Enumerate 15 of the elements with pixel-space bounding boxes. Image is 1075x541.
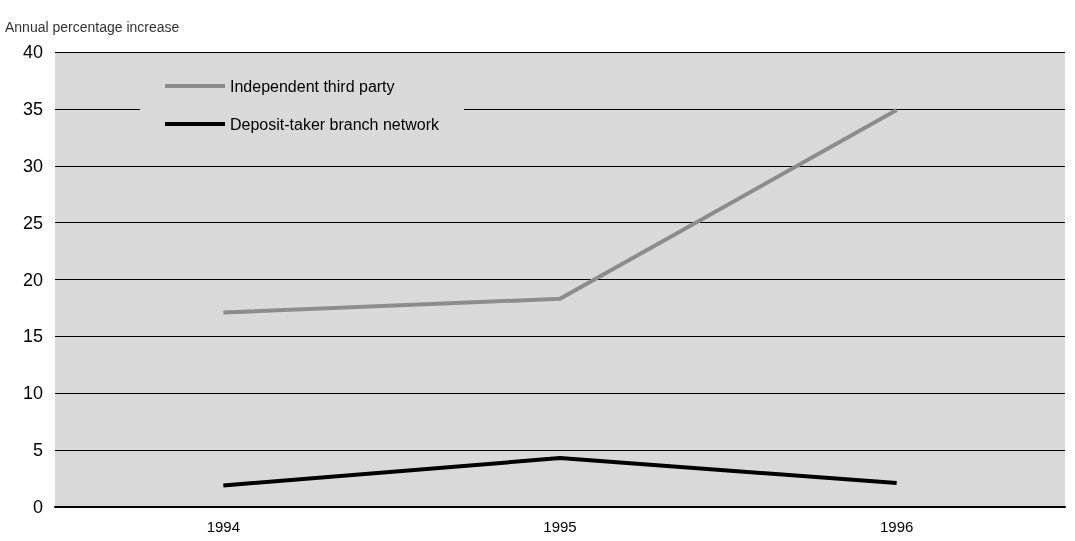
x-tick-label: 1996 — [879, 518, 914, 535]
y-tick-label: 25 — [22, 212, 43, 233]
y-axis-title: Annual percentage increase — [5, 19, 180, 35]
legend-label: Deposit-taker branch network — [230, 115, 440, 133]
x-tick-label: 1995 — [543, 518, 577, 535]
y-tick-label: 15 — [22, 326, 43, 347]
y-tick-label: 30 — [22, 155, 43, 176]
y-tick-label: 35 — [22, 98, 43, 119]
y-tick-label: 10 — [22, 383, 43, 404]
x-tick-label: 1994 — [206, 518, 241, 535]
y-tick-label: 20 — [22, 269, 43, 290]
y-tick-label: 0 — [32, 497, 43, 517]
y-tick-label: 5 — [32, 440, 43, 461]
legend-label: Independent third party — [230, 77, 395, 95]
y-tick-label: 40 — [22, 42, 43, 62]
